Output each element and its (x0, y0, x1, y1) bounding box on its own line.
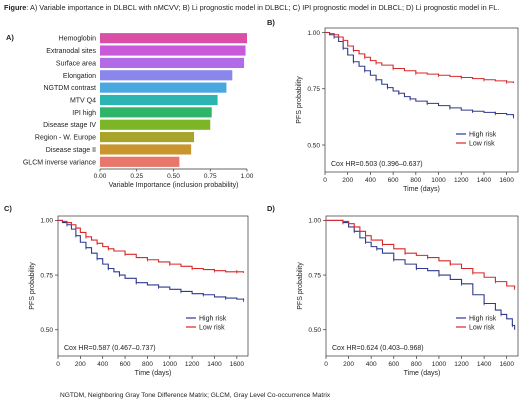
y-axis-label: PFS probability (297, 262, 304, 310)
x-tick-label: 1000 (163, 361, 178, 368)
y-tick-label: 0.75 (307, 86, 320, 93)
bar-mtv-q4 (100, 94, 218, 106)
y-axis-label: PFS probability (29, 262, 36, 310)
bar-disease-stage-ii (100, 144, 192, 155)
figure-caption: Figure: A) Variable importance in DLBCL … (4, 3, 499, 12)
x-tick-label: 0 (324, 361, 328, 368)
x-tick-label: 0 (323, 177, 327, 184)
legend-label: High risk (469, 316, 497, 323)
x-tick-label: 1600 (499, 177, 514, 184)
bar-elongation (100, 70, 233, 81)
cox-hr-annotation: Cox HR=0.624 (0.403–0.968) (332, 345, 424, 352)
x-axis-label: Time (days) (404, 370, 441, 377)
x-tick-label: 600 (388, 177, 399, 184)
y-axis-label: PFS probability (296, 76, 303, 124)
category-label: NGTDM contrast (43, 85, 96, 92)
legend-label: Low risk (199, 325, 225, 332)
y-tick-label: 0.50 (307, 142, 320, 149)
x-tick-label: 0.75 (204, 173, 217, 180)
x-tick-label: 400 (365, 177, 376, 184)
bar-region-w-europe (100, 132, 195, 143)
x-tick-label: 1400 (207, 361, 222, 368)
x-tick-label: 0.50 (167, 173, 180, 180)
x-axis-label: Time (days) (135, 370, 172, 377)
x-tick-label: 200 (343, 361, 354, 368)
cox-hr-annotation: Cox HR=0.503 (0.396–0.637) (331, 161, 423, 168)
y-tick-label: 0.75 (40, 272, 53, 279)
x-tick-label: 800 (142, 361, 153, 368)
x-tick-label: 0.25 (130, 173, 143, 180)
bar-hemoglobin (100, 33, 247, 44)
category-label: Elongation (63, 73, 96, 80)
x-tick-label: 0 (56, 361, 60, 368)
y-tick-label: 1.00 (40, 218, 53, 225)
category-label: Extranodal sites (46, 48, 96, 55)
x-tick-label: 600 (388, 361, 399, 368)
category-label: GLCM inverse variance (23, 159, 96, 166)
km-curve-high-risk (326, 219, 516, 330)
x-tick-label: 200 (342, 177, 353, 184)
y-tick-label: 0.50 (40, 327, 53, 334)
category-label: Surface area (56, 60, 96, 67)
y-tick-label: 1.00 (308, 218, 321, 225)
x-tick-label: 800 (411, 361, 422, 368)
x-tick-label: 800 (410, 177, 421, 184)
bar-disease-stage-iv (100, 119, 211, 130)
cox-hr-annotation: Cox HR=0.587 (0.467–0.737) (64, 345, 156, 352)
x-tick-label: 1000 (432, 361, 447, 368)
bar-ipi-high (100, 107, 212, 118)
x-tick-label: 1600 (230, 361, 245, 368)
x-tick-label: 0.00 (94, 173, 107, 180)
legend-label: High risk (469, 132, 497, 139)
bar-surface-area (100, 57, 245, 68)
plot-frame (324, 27, 519, 173)
panel-label-b: B) (267, 18, 275, 27)
category-label: Hemoglobin (59, 36, 96, 43)
y-tick-label: 0.50 (308, 327, 321, 334)
km-curve-high-risk (325, 31, 515, 117)
x-tick-label: 1400 (477, 177, 492, 184)
legend-label: High risk (199, 316, 227, 323)
caption-label: Figure (4, 3, 27, 12)
x-tick-label: 200 (75, 361, 86, 368)
x-tick-label: 1200 (185, 361, 200, 368)
caption-text: : A) Variable importance in DLBCL with n… (26, 3, 500, 12)
category-label: Disease stage IV (43, 122, 96, 129)
bar-glcm-inverse-variance (100, 156, 180, 167)
x-tick-label: 1200 (454, 361, 469, 368)
bar-extranodal-sites (100, 45, 246, 56)
y-tick-label: 1.00 (307, 30, 320, 37)
plot-frame (325, 215, 519, 357)
bar-ngtdm-contrast (100, 82, 227, 93)
legend-label: Low risk (469, 141, 495, 148)
category-label: Region - W. Europe (35, 135, 96, 142)
category-label: MTV Q4 (70, 98, 96, 105)
y-tick-label: 0.75 (308, 272, 321, 279)
x-axis-label: Variable Importance (inclusion probabili… (109, 182, 239, 189)
figure-footnote: NGTDM, Neighboring Gray Tone Difference … (60, 392, 331, 399)
panel-label-d: D) (267, 204, 275, 213)
x-tick-label: 1000 (431, 177, 446, 184)
x-tick-label: 1.00 (241, 173, 254, 180)
x-axis-label: Time (days) (403, 186, 440, 193)
x-tick-label: 1200 (454, 177, 469, 184)
legend-label: Low risk (469, 325, 495, 332)
panel-label-c: C) (4, 204, 12, 213)
panel-label-a: A) (6, 33, 14, 42)
plot-frame (57, 215, 249, 357)
x-tick-label: 400 (366, 361, 377, 368)
x-tick-label: 1400 (477, 361, 492, 368)
x-tick-label: 400 (97, 361, 108, 368)
x-tick-label: 600 (120, 361, 131, 368)
category-label: Disease stage II (46, 147, 96, 154)
x-tick-label: 1600 (499, 361, 514, 368)
category-label: IPI high (72, 110, 96, 117)
